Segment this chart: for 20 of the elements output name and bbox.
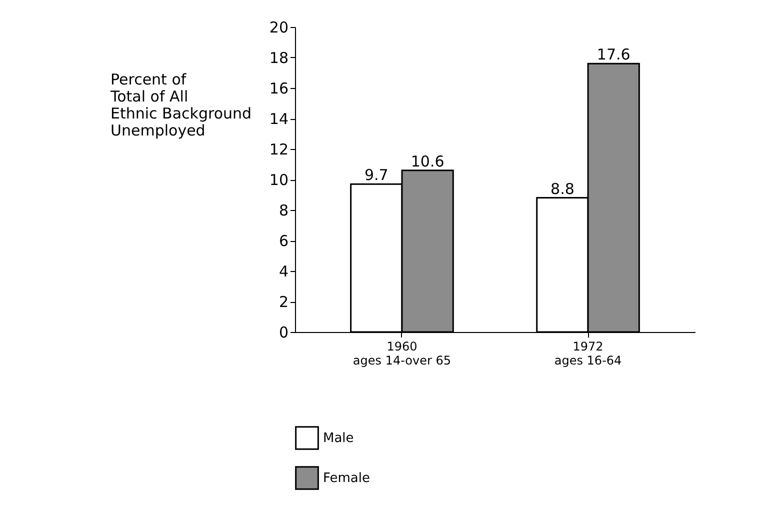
y-tick-label: 8 [278,202,288,220]
data-label: 9.7 [364,166,388,184]
y-tick-label: 0 [278,324,288,342]
legend-label: Male [323,431,354,446]
y-tick-label: 6 [278,232,288,250]
y-tick-label: 2 [278,293,288,311]
y-tick-label: 12 [269,140,288,158]
data-label: 8.8 [550,180,574,198]
data-label: 10.6 [410,152,444,170]
legend-label: Female [323,471,370,486]
y-tick-label: 20 [269,18,288,36]
data-label: 17.6 [596,46,630,64]
y-tick-label: 18 [269,49,288,67]
y-tick-label: 10 [269,171,288,189]
x-tick-label: 1972 ages 16-64 [554,340,622,368]
x-tick-label: 1960 ages 14-over 65 [352,340,452,368]
y-tick-label: 4 [278,262,288,280]
y-tick-label: 16 [269,80,288,98]
y-tick-label: 14 [269,110,288,128]
y-axis-title: Percent of Total of All Ethnic Background Unemployed [110,70,252,140]
